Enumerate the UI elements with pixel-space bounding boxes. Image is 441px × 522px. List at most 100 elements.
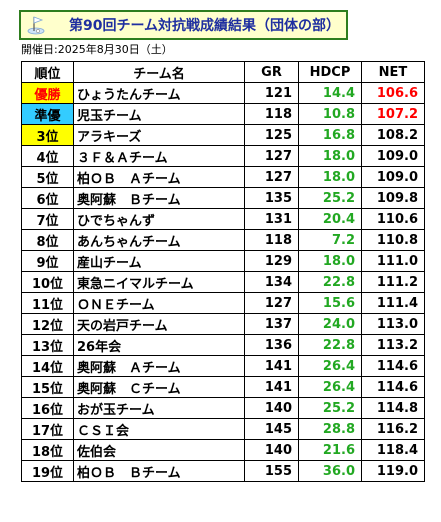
rank-cell: 16位 bbox=[21, 397, 74, 419]
table-row: 10位 東急ニイマルチーム 134 22.8 111.2 bbox=[21, 271, 425, 293]
table-row: 15位 奥阿蘇 Ｃチーム 141 26.4 114.6 bbox=[21, 376, 425, 398]
gr-cell: 141 bbox=[244, 376, 299, 398]
gr-cell: 141 bbox=[244, 355, 299, 377]
net-cell: 111.4 bbox=[361, 292, 425, 314]
hdcp-cell: 26.4 bbox=[298, 355, 362, 377]
team-cell: あんちゃんチーム bbox=[73, 229, 245, 251]
net-cell: 114.6 bbox=[361, 355, 425, 377]
rank-cell: 14位 bbox=[21, 355, 74, 377]
gr-cell: 140 bbox=[244, 439, 299, 461]
rank-cell: 8位 bbox=[21, 229, 74, 251]
net-cell: 116.2 bbox=[361, 418, 425, 440]
golf-flag-icon bbox=[25, 14, 47, 36]
net-cell: 110.8 bbox=[361, 229, 425, 251]
hdcp-cell: 28.8 bbox=[298, 418, 362, 440]
gr-cell: 135 bbox=[244, 187, 299, 209]
team-cell: ひでちゃんず bbox=[73, 208, 245, 230]
team-cell: 奥阿蘇 Ｂチーム bbox=[73, 187, 245, 209]
team-cell: 奥阿蘇 Ａチーム bbox=[73, 355, 245, 377]
net-cell: 109.0 bbox=[361, 145, 425, 167]
hdcp-cell: 22.8 bbox=[298, 271, 362, 293]
table-row: 18位 佐伯会 140 21.6 118.4 bbox=[21, 439, 425, 461]
hdcp-cell: 18.0 bbox=[298, 166, 362, 188]
table-row: 6位 奥阿蘇 Ｂチーム 135 25.2 109.8 bbox=[21, 187, 425, 209]
rank-cell: 19位 bbox=[21, 460, 74, 482]
team-cell: 奥阿蘇 Ｃチーム bbox=[73, 376, 245, 398]
hdcp-cell: 25.2 bbox=[298, 187, 362, 209]
rank-cell: 3位 bbox=[21, 124, 74, 146]
hdcp-cell: 18.0 bbox=[298, 145, 362, 167]
team-cell: 柏ＯＢ Ｂチーム bbox=[73, 460, 245, 482]
team-cell: ひょうたんチーム bbox=[73, 82, 245, 104]
gr-cell: 125 bbox=[244, 124, 299, 146]
title-banner: 第90回チーム対抗戦成績結果（団体の部） bbox=[19, 10, 348, 40]
net-cell: 113.0 bbox=[361, 313, 425, 335]
rank-cell: 準優 bbox=[21, 103, 74, 125]
rank-cell: 優勝 bbox=[21, 82, 74, 104]
team-cell: アラキーズ bbox=[73, 124, 245, 146]
gr-cell: 136 bbox=[244, 334, 299, 356]
gr-cell: 118 bbox=[244, 103, 299, 125]
rank-cell: 18位 bbox=[21, 439, 74, 461]
gr-cell: 145 bbox=[244, 418, 299, 440]
hdcp-cell: 10.8 bbox=[298, 103, 362, 125]
table-row: 優勝 ひょうたんチーム 121 14.4 106.6 bbox=[21, 82, 425, 104]
gr-cell: 140 bbox=[244, 397, 299, 419]
rank-cell: 13位 bbox=[21, 334, 74, 356]
table-row: 12位 天の岩戸チーム 137 24.0 113.0 bbox=[21, 313, 425, 335]
event-date: 開催日:2025年8月30日（土） bbox=[21, 43, 173, 56]
gr-cell: 118 bbox=[244, 229, 299, 251]
table-row: 4位 ３Ｆ＆Ａチーム 127 18.0 109.0 bbox=[21, 145, 425, 167]
table-row: 14位 奥阿蘇 Ａチーム 141 26.4 114.6 bbox=[21, 355, 425, 377]
team-cell: ＣＳＩ会 bbox=[73, 418, 245, 440]
net-cell: 118.4 bbox=[361, 439, 425, 461]
hdcp-cell: 24.0 bbox=[298, 313, 362, 335]
table-row: 8位 あんちゃんチーム 118 7.2 110.8 bbox=[21, 229, 425, 251]
rank-cell: 11位 bbox=[21, 292, 74, 314]
table-row: 準優 児玉チーム 118 10.8 107.2 bbox=[21, 103, 425, 125]
table-row: 19位 柏ＯＢ Ｂチーム 155 36.0 119.0 bbox=[21, 460, 425, 482]
header-gr: GR bbox=[244, 61, 299, 83]
net-cell: 111.0 bbox=[361, 250, 425, 272]
net-cell: 109.8 bbox=[361, 187, 425, 209]
table-header-row: 順位 チーム名 GR HDCP NET bbox=[21, 61, 425, 83]
team-cell: 26年会 bbox=[73, 334, 245, 356]
hdcp-cell: 26.4 bbox=[298, 376, 362, 398]
header-team: チーム名 bbox=[73, 61, 245, 83]
rank-cell: 7位 bbox=[21, 208, 74, 230]
results-table: 順位 チーム名 GR HDCP NET 優勝 ひょうたんチーム 121 14.4 106… bbox=[21, 61, 425, 482]
hdcp-cell: 25.2 bbox=[298, 397, 362, 419]
table-row: 11位 ＯＮＥチーム 127 15.6 111.4 bbox=[21, 292, 425, 314]
net-cell: 107.2 bbox=[361, 103, 425, 125]
gr-cell: 134 bbox=[244, 271, 299, 293]
header-rank: 順位 bbox=[21, 61, 74, 83]
hdcp-cell: 7.2 bbox=[298, 229, 362, 251]
rank-cell: 4位 bbox=[21, 145, 74, 167]
rank-cell: 12位 bbox=[21, 313, 74, 335]
team-cell: 児玉チーム bbox=[73, 103, 245, 125]
table-row: 5位 柏ＯＢ Ａチーム 127 18.0 109.0 bbox=[21, 166, 425, 188]
team-cell: 東急ニイマルチーム bbox=[73, 271, 245, 293]
net-cell: 106.6 bbox=[361, 82, 425, 104]
page-title: 第90回チーム対抗戦成績結果（団体の部） bbox=[69, 18, 341, 34]
net-cell: 111.2 bbox=[361, 271, 425, 293]
team-cell: ＯＮＥチーム bbox=[73, 292, 245, 314]
hdcp-cell: 36.0 bbox=[298, 460, 362, 482]
net-cell: 113.2 bbox=[361, 334, 425, 356]
gr-cell: 137 bbox=[244, 313, 299, 335]
table-row: 3位 アラキーズ 125 16.8 108.2 bbox=[21, 124, 425, 146]
hdcp-cell: 16.8 bbox=[298, 124, 362, 146]
rank-cell: 9位 bbox=[21, 250, 74, 272]
table-row: 16位 おが玉チーム 140 25.2 114.8 bbox=[21, 397, 425, 419]
team-cell: 柏ＯＢ Ａチーム bbox=[73, 166, 245, 188]
team-cell: おが玉チーム bbox=[73, 397, 245, 419]
gr-cell: 129 bbox=[244, 250, 299, 272]
hdcp-cell: 21.6 bbox=[298, 439, 362, 461]
gr-cell: 127 bbox=[244, 166, 299, 188]
rank-cell: 6位 bbox=[21, 187, 74, 209]
gr-cell: 127 bbox=[244, 292, 299, 314]
team-cell: 天の岩戸チーム bbox=[73, 313, 245, 335]
rank-cell: 5位 bbox=[21, 166, 74, 188]
net-cell: 110.6 bbox=[361, 208, 425, 230]
table-row: 13位 26年会 136 22.8 113.2 bbox=[21, 334, 425, 356]
